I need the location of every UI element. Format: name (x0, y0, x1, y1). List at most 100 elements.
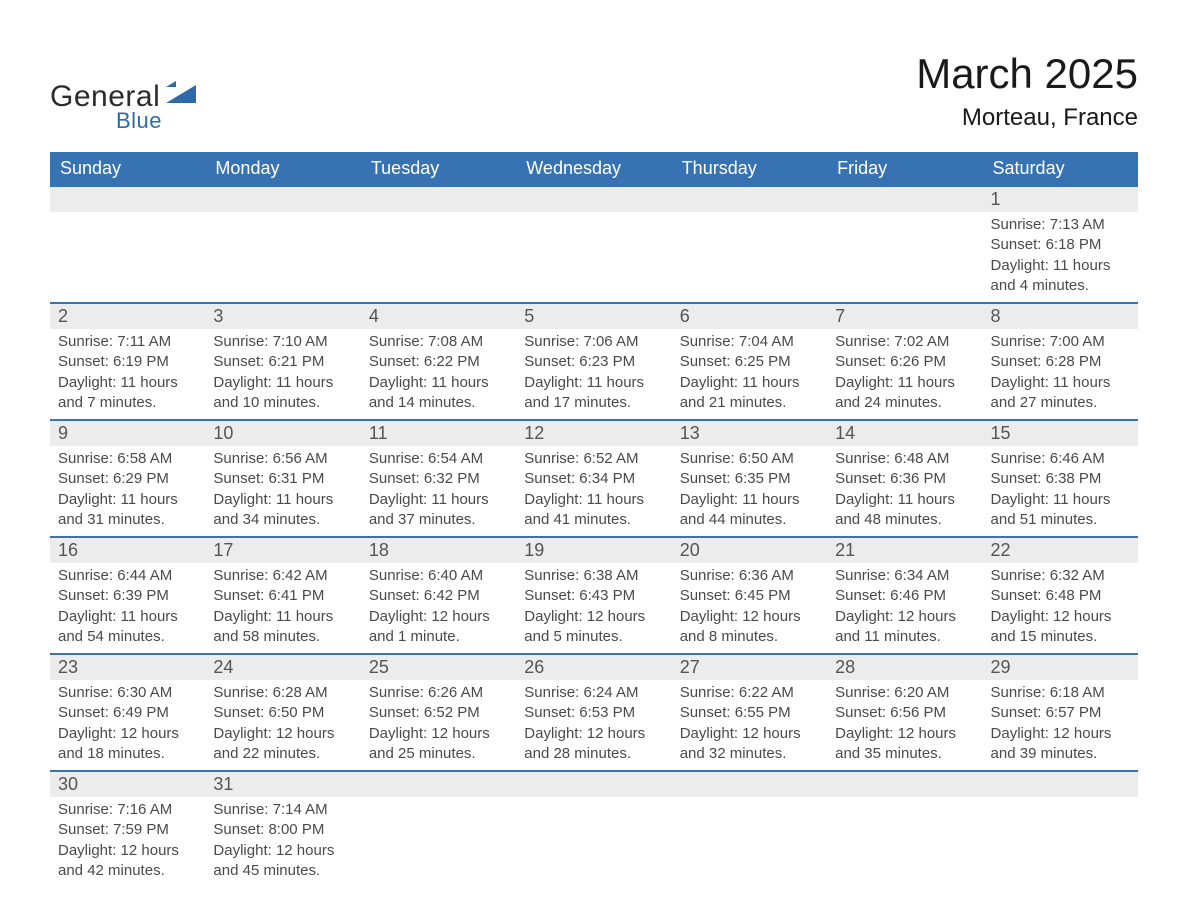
day-number-cell: 12 (516, 420, 671, 446)
day-detail-line: and 8 minutes. (680, 627, 819, 647)
logo: General Blue (50, 50, 196, 134)
day-detail-line: Daylight: 12 hours (213, 724, 352, 744)
day-detail-line: Daylight: 11 hours (680, 373, 819, 393)
day-detail-cell: Sunrise: 7:10 AMSunset: 6:21 PMDaylight:… (205, 329, 360, 420)
day-number-cell (983, 771, 1138, 797)
day-number-cell: 9 (50, 420, 205, 446)
week-detail-row: Sunrise: 7:16 AMSunset: 7:59 PMDaylight:… (50, 797, 1138, 887)
day-of-week-row: Sunday Monday Tuesday Wednesday Thursday… (50, 152, 1138, 186)
day-number-cell: 22 (983, 537, 1138, 563)
day-detail-line: Sunset: 6:43 PM (524, 586, 663, 606)
day-detail-cell: Sunrise: 6:48 AMSunset: 6:36 PMDaylight:… (827, 446, 982, 537)
day-detail-cell: Sunrise: 6:26 AMSunset: 6:52 PMDaylight:… (361, 680, 516, 771)
day-number-cell: 13 (672, 420, 827, 446)
day-detail-line: and 22 minutes. (213, 744, 352, 764)
day-detail-cell: Sunrise: 7:06 AMSunset: 6:23 PMDaylight:… (516, 329, 671, 420)
day-detail-line: Daylight: 11 hours (524, 490, 663, 510)
day-detail-line: Sunset: 6:53 PM (524, 703, 663, 723)
day-detail-cell: Sunrise: 6:38 AMSunset: 6:43 PMDaylight:… (516, 563, 671, 654)
day-number-cell: 28 (827, 654, 982, 680)
day-detail-line: Sunrise: 6:38 AM (524, 566, 663, 586)
day-number-cell: 1 (983, 186, 1138, 212)
day-detail-line: and 37 minutes. (369, 510, 508, 530)
day-number-cell (827, 771, 982, 797)
day-detail-line: and 31 minutes. (58, 510, 197, 530)
day-number-cell: 27 (672, 654, 827, 680)
day-detail-line: Sunset: 6:25 PM (680, 352, 819, 372)
day-detail-line: Sunset: 6:18 PM (991, 235, 1130, 255)
day-detail-line: Sunrise: 7:06 AM (524, 332, 663, 352)
day-detail-line: and 34 minutes. (213, 510, 352, 530)
day-number-cell: 24 (205, 654, 360, 680)
day-number-cell: 5 (516, 303, 671, 329)
day-detail-line: and 28 minutes. (524, 744, 663, 764)
day-detail-line: Daylight: 11 hours (680, 490, 819, 510)
day-detail-line: and 24 minutes. (835, 393, 974, 413)
day-detail-line: Sunrise: 7:02 AM (835, 332, 974, 352)
day-detail-line: Daylight: 11 hours (58, 490, 197, 510)
day-number-cell (361, 771, 516, 797)
day-detail-line: and 48 minutes. (835, 510, 974, 530)
day-detail-line: Sunset: 6:41 PM (213, 586, 352, 606)
day-detail-line: Daylight: 12 hours (835, 724, 974, 744)
day-detail-line: Sunrise: 7:14 AM (213, 800, 352, 820)
day-detail-line: and 14 minutes. (369, 393, 508, 413)
day-number-cell: 18 (361, 537, 516, 563)
day-detail-cell: Sunrise: 7:13 AMSunset: 6:18 PMDaylight:… (983, 212, 1138, 303)
day-detail-line: and 58 minutes. (213, 627, 352, 647)
day-detail-line: Daylight: 11 hours (524, 373, 663, 393)
logo-text-blue: Blue (116, 108, 196, 134)
day-detail-cell: Sunrise: 6:46 AMSunset: 6:38 PMDaylight:… (983, 446, 1138, 537)
day-detail-line: Sunrise: 6:30 AM (58, 683, 197, 703)
day-detail-line: Sunrise: 7:00 AM (991, 332, 1130, 352)
day-detail-line: Daylight: 11 hours (213, 373, 352, 393)
day-detail-line: Daylight: 12 hours (991, 724, 1130, 744)
day-number-cell: 17 (205, 537, 360, 563)
day-detail-line: Sunset: 6:48 PM (991, 586, 1130, 606)
day-detail-cell: Sunrise: 6:20 AMSunset: 6:56 PMDaylight:… (827, 680, 982, 771)
day-detail-cell: Sunrise: 7:11 AMSunset: 6:19 PMDaylight:… (50, 329, 205, 420)
day-detail-line: Sunset: 6:34 PM (524, 469, 663, 489)
day-detail-line: and 45 minutes. (213, 861, 352, 881)
day-detail-line: Sunset: 6:29 PM (58, 469, 197, 489)
day-number-cell: 31 (205, 771, 360, 797)
day-number-cell: 19 (516, 537, 671, 563)
day-detail-line: and 1 minute. (369, 627, 508, 647)
day-detail-line: Daylight: 12 hours (835, 607, 974, 627)
day-detail-cell: Sunrise: 7:02 AMSunset: 6:26 PMDaylight:… (827, 329, 982, 420)
day-number-cell (827, 186, 982, 212)
day-detail-line: and 27 minutes. (991, 393, 1130, 413)
day-detail-line: Daylight: 12 hours (58, 841, 197, 861)
day-number-cell: 4 (361, 303, 516, 329)
day-detail-cell: Sunrise: 6:18 AMSunset: 6:57 PMDaylight:… (983, 680, 1138, 771)
day-detail-line: and 17 minutes. (524, 393, 663, 413)
location: Morteau, France (916, 104, 1138, 132)
week-detail-row: Sunrise: 6:44 AMSunset: 6:39 PMDaylight:… (50, 563, 1138, 654)
day-detail-line: Sunset: 8:00 PM (213, 820, 352, 840)
day-detail-line: Daylight: 11 hours (58, 373, 197, 393)
day-detail-line: Sunset: 7:59 PM (58, 820, 197, 840)
day-detail-line: Daylight: 11 hours (213, 607, 352, 627)
day-number-cell: 16 (50, 537, 205, 563)
day-detail-line: Sunrise: 6:52 AM (524, 449, 663, 469)
day-detail-line: Daylight: 11 hours (835, 490, 974, 510)
day-detail-line: Sunset: 6:39 PM (58, 586, 197, 606)
day-detail-cell: Sunrise: 6:54 AMSunset: 6:32 PMDaylight:… (361, 446, 516, 537)
day-detail-line: Sunrise: 7:10 AM (213, 332, 352, 352)
day-detail-line: Daylight: 11 hours (991, 490, 1130, 510)
day-detail-cell (205, 212, 360, 303)
day-detail-cell: Sunrise: 6:52 AMSunset: 6:34 PMDaylight:… (516, 446, 671, 537)
day-detail-cell (361, 212, 516, 303)
day-detail-line: Sunrise: 6:48 AM (835, 449, 974, 469)
day-detail-line: and 11 minutes. (835, 627, 974, 647)
day-detail-cell: Sunrise: 6:36 AMSunset: 6:45 PMDaylight:… (672, 563, 827, 654)
day-detail-line: and 39 minutes. (991, 744, 1130, 764)
dow-friday: Friday (827, 152, 982, 186)
day-detail-line: Sunrise: 6:26 AM (369, 683, 508, 703)
day-number-cell (205, 186, 360, 212)
day-detail-line: Daylight: 12 hours (58, 724, 197, 744)
day-detail-line: Sunrise: 6:20 AM (835, 683, 974, 703)
day-detail-cell: Sunrise: 7:16 AMSunset: 7:59 PMDaylight:… (50, 797, 205, 887)
dow-wednesday: Wednesday (516, 152, 671, 186)
day-detail-line: Sunrise: 6:54 AM (369, 449, 508, 469)
